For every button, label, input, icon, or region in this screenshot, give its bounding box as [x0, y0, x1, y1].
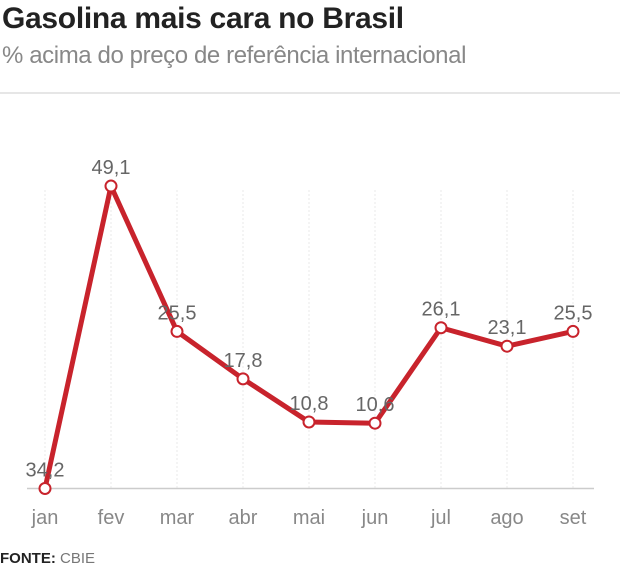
source-label: FONTE:: [0, 550, 56, 567]
data-point: [368, 416, 382, 430]
x-tick-label: jun: [361, 507, 389, 529]
x-tick-label: abr: [229, 507, 258, 529]
data-label: 17,8: [224, 350, 263, 372]
data-point: [236, 372, 250, 386]
data-point: [434, 321, 448, 335]
data-label: 25,5: [158, 302, 197, 324]
x-tick-label: jul: [430, 507, 451, 529]
x-tick-label: mai: [293, 507, 325, 529]
data-point: [566, 324, 580, 338]
x-tick-label: set: [560, 507, 587, 529]
chart-title: Gasolina mais cara no Brasil: [2, 2, 404, 35]
data-label: 10,8: [290, 393, 329, 415]
x-tick-label: jan: [31, 507, 59, 529]
chart-subtitle: % acima do preço de referência internaci…: [2, 42, 467, 69]
data-point: [302, 415, 316, 429]
data-label: 23,1: [488, 317, 527, 339]
data-label: 34,2: [26, 460, 65, 482]
source-value: CBIE: [60, 550, 96, 567]
data-label: 26,1: [422, 299, 461, 321]
source-note: FONTE: CBIE: [0, 550, 95, 567]
data-label: 49,1: [92, 157, 131, 179]
data-label: 10,6: [356, 394, 395, 416]
data-label: 25,5: [554, 302, 593, 324]
data-point: [170, 324, 184, 338]
x-tick-label: mar: [160, 507, 195, 529]
x-tick-label: ago: [490, 507, 523, 529]
data-point: [38, 482, 52, 495]
data-point: [500, 339, 514, 353]
header-divider: [0, 92, 620, 94]
x-tick-label: fev: [98, 507, 125, 529]
data-point: [104, 179, 118, 193]
